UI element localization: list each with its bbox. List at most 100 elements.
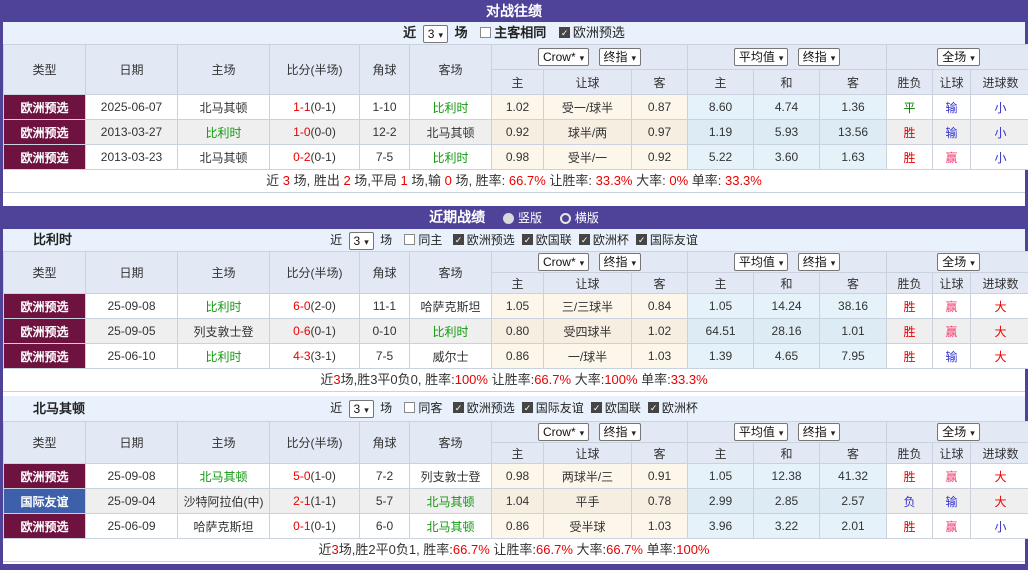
table-row: 欧洲预选 2013-03-27 比利时 1-0(0-0) 12-2 北马其顿 0… [3, 119, 1028, 145]
result-handicap-cell: 赢 [932, 144, 972, 170]
vertical-layout-radio[interactable] [502, 212, 514, 224]
away-team-cell: 列支敦士登 [409, 463, 492, 489]
sub-header-goals: 进球数 [970, 442, 1028, 464]
average-select[interactable]: 平均值 [733, 423, 789, 441]
result-goals-cell: 大 [970, 318, 1028, 344]
league-checkbox[interactable] [521, 402, 533, 414]
handicap-line: 两球半/三 [543, 463, 632, 489]
final-odds-select[interactable]: 终指 [598, 48, 642, 66]
same-home-away-label: 主客相同 [494, 25, 547, 40]
euro-qualifier-checkbox[interactable] [558, 27, 570, 39]
handicap-away-odds: 0.78 [630, 488, 689, 514]
near-label: 近 [330, 401, 343, 415]
summary-segment: 100% [454, 372, 488, 387]
summary-segment: 近 [266, 173, 283, 188]
belgium-count-value: 3 [353, 233, 361, 248]
corner-cell: 7-2 [359, 463, 410, 489]
handicap-away-odds: 0.87 [630, 94, 689, 120]
sub-header-wdl: 胜负 [886, 272, 934, 294]
league-filter-item: 欧洲预选 [446, 233, 515, 247]
belgium-count-select[interactable]: 3 [348, 231, 374, 250]
final-odds-select[interactable]: 终指 [598, 423, 642, 441]
summary-segment: 3 [282, 173, 290, 188]
summary-segment: 1 [400, 173, 408, 188]
same-home-label: 同主 [418, 233, 443, 247]
result-goals-cell: 小 [970, 119, 1028, 145]
scope-select[interactable]: 全场 [937, 48, 980, 66]
handicap-group-header: Crow* 终指 [490, 421, 689, 443]
avg-draw-odds: 4.65 [753, 343, 821, 369]
half-time-score: (0-1) [310, 519, 336, 533]
corner-cell: 12-2 [359, 119, 410, 145]
league-checkbox[interactable] [578, 234, 590, 246]
match-count-select[interactable]: 3 [422, 24, 448, 43]
league-checkbox[interactable] [647, 402, 659, 414]
belgium-filter-bar: 比利时 近 3 场 同主 欧洲预选 欧国联 欧洲杯 国际友谊 [3, 229, 1025, 251]
table-row: 欧洲预选 2025-06-07 北马其顿 1-1(0-1) 1-10 比利时 1… [3, 94, 1028, 120]
date-cell: 25-09-05 [85, 318, 178, 344]
home-team-cell: 北马其顿 [177, 463, 270, 489]
summary-segment: 66.7% [534, 372, 572, 387]
scope-select[interactable]: 全场 [937, 423, 980, 441]
summary-segment: 66.7% [452, 542, 490, 557]
summary-segment: 大率: [572, 542, 607, 557]
unit-label: 场 [380, 401, 393, 415]
final-odds-select-2[interactable]: 终指 [797, 423, 841, 441]
same-home-away-checkbox[interactable] [480, 27, 492, 38]
result-handicap-cell: 输 [932, 488, 972, 514]
league-checkbox[interactable] [521, 234, 533, 246]
result-handicap-cell: 输 [932, 119, 972, 145]
avg-draw-odds: 14.24 [753, 293, 821, 319]
final-odds-select[interactable]: 终指 [598, 253, 642, 271]
result-group-header: 全场 [886, 421, 1028, 443]
sub-header-handicap-result: 让球 [932, 272, 972, 294]
league-filter-item: 欧国联 [584, 401, 641, 415]
final-odds-select-2[interactable]: 终指 [797, 253, 841, 271]
sub-header-handicap-result: 让球 [932, 69, 972, 95]
summary-segment: 让胜率: [545, 173, 596, 188]
handicap-line: 球半/两 [543, 119, 632, 145]
corner-cell: 6-0 [359, 513, 410, 539]
col-header-home: 主场 [177, 421, 270, 464]
h2h-title: 对战往绩 [486, 3, 542, 19]
league-checkbox[interactable] [452, 402, 464, 414]
same-away-label: 同客 [418, 401, 443, 415]
result-wdl-cell: 胜 [886, 144, 934, 170]
score-cell: 1-1(0-1) [269, 94, 360, 120]
handicap-home-odds: 0.86 [491, 343, 544, 369]
handicap-line: 受半球 [543, 513, 632, 539]
result-wdl-cell: 胜 [886, 318, 934, 344]
bookmaker-select[interactable]: Crow* [537, 48, 590, 66]
same-home-checkbox[interactable] [404, 234, 416, 245]
same-away-checkbox[interactable] [404, 402, 416, 413]
horizontal-layout-radio[interactable] [559, 212, 571, 224]
col-header-away: 客场 [409, 251, 492, 294]
macedonia-count-value: 3 [353, 401, 361, 416]
average-select[interactable]: 平均值 [733, 253, 789, 271]
result-goals-cell: 大 [970, 343, 1028, 369]
average-select[interactable]: 平均值 [733, 48, 789, 66]
bookmaker-select[interactable]: Crow* [537, 253, 590, 271]
summary-segment: 近 [320, 372, 334, 387]
macedonia-league-filters: 欧洲预选 国际友谊 欧国联 欧洲杯 [446, 401, 698, 415]
final-odds-select-2[interactable]: 终指 [797, 48, 841, 66]
sub-header-avg-home: 主 [687, 272, 755, 294]
avg-away-odds: 13.56 [819, 119, 888, 145]
type-cell: 欧洲预选 [3, 144, 86, 170]
avg-away-odds: 7.95 [819, 343, 888, 369]
recent-title-bar: 近期战绩 竖版 横版 [3, 206, 1025, 229]
handicap-away-odds: 1.03 [630, 513, 689, 539]
league-checkbox[interactable] [452, 234, 464, 246]
league-checkbox[interactable] [635, 234, 647, 246]
scope-select[interactable]: 全场 [937, 253, 980, 271]
home-team-cell: 北马其顿 [177, 144, 270, 170]
macedonia-count-select[interactable]: 3 [348, 399, 374, 418]
bookmaker-select[interactable]: Crow* [537, 423, 590, 441]
result-wdl-cell: 胜 [886, 343, 934, 369]
full-time-score: 4-3 [293, 349, 311, 363]
half-time-score: (0-1) [310, 324, 336, 338]
avg-home-odds: 1.05 [687, 463, 755, 489]
league-checkbox[interactable] [590, 402, 602, 414]
corner-cell: 7-5 [359, 144, 410, 170]
avg-draw-odds: 3.60 [753, 144, 821, 170]
